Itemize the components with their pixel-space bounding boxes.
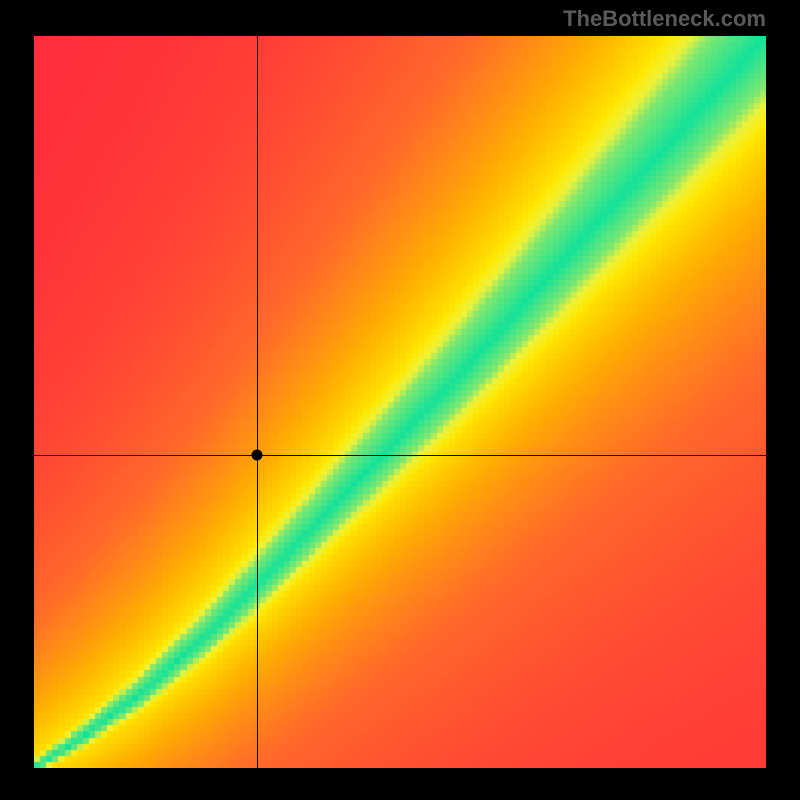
crosshair-horizontal <box>34 455 766 456</box>
marker-point <box>252 449 263 460</box>
heatmap-canvas <box>34 36 766 768</box>
crosshair-vertical <box>257 36 258 768</box>
heatmap-plot <box>34 36 766 768</box>
attribution-text: TheBottleneck.com <box>563 6 766 32</box>
